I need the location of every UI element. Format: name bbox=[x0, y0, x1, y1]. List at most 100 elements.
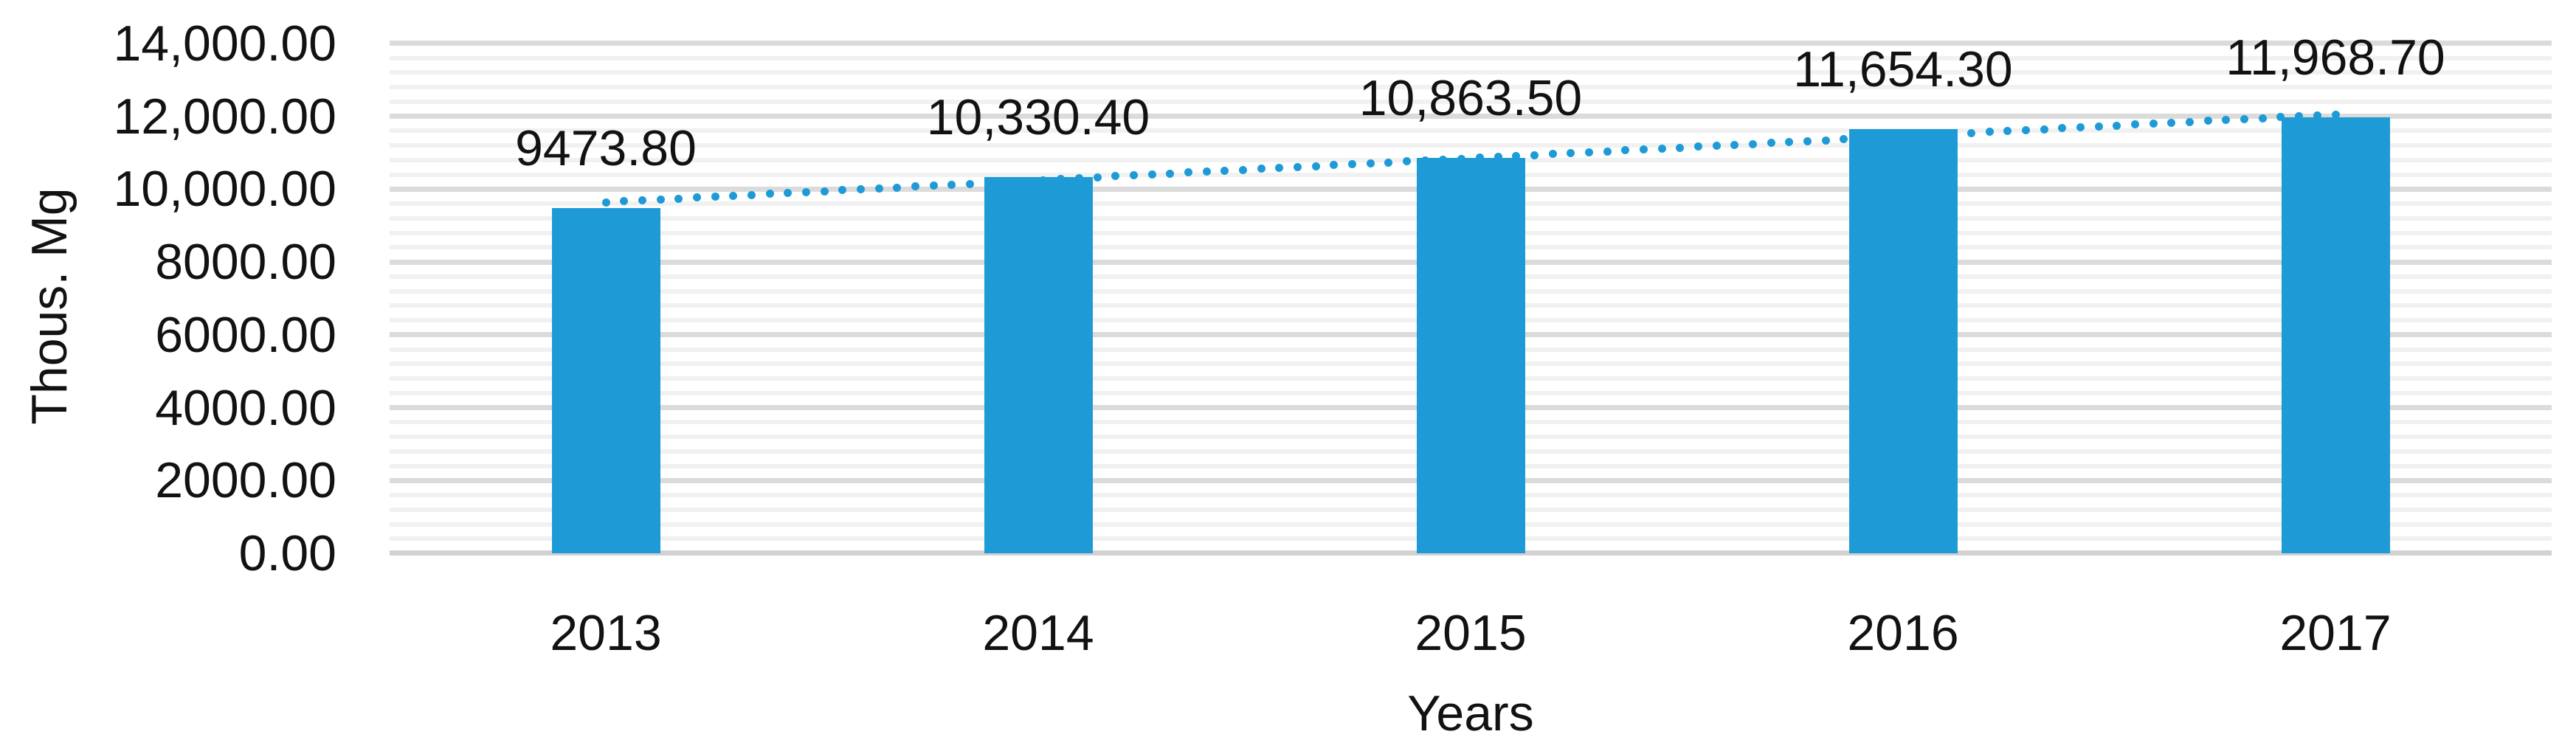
trendline-dot bbox=[2058, 124, 2067, 133]
y-tick-label: 8000.00 bbox=[155, 234, 336, 291]
y-tick-label: 6000.00 bbox=[155, 306, 336, 363]
data-label-2015: 10,863.50 bbox=[1358, 69, 1583, 126]
trendline-dot bbox=[1220, 166, 1229, 175]
trendline-dot bbox=[2094, 122, 2103, 131]
trendline-dot bbox=[711, 193, 719, 201]
trendline-dot bbox=[1639, 145, 1648, 154]
trendline-dot bbox=[1657, 144, 1666, 153]
trendline-dot bbox=[2113, 121, 2121, 130]
trendline-dot bbox=[1857, 134, 1866, 143]
trendline-dot bbox=[1530, 151, 1539, 159]
minor-gridline bbox=[390, 99, 2552, 104]
data-label-2014: 10,330.40 bbox=[926, 89, 1150, 145]
trendline-dot bbox=[1348, 160, 1357, 169]
trendline-dot bbox=[638, 196, 646, 205]
trendline-dot bbox=[1748, 139, 1757, 148]
trendline-dot bbox=[2203, 117, 2212, 125]
trendline-dot bbox=[965, 179, 974, 188]
trendline-dot bbox=[1985, 128, 1994, 136]
bar-2013 bbox=[551, 208, 660, 553]
trendline-dot bbox=[1621, 146, 1630, 155]
trendline-dot bbox=[801, 187, 810, 196]
trendline-dot bbox=[1803, 136, 1812, 145]
trendline-dot bbox=[1457, 154, 1466, 163]
trendline-dot bbox=[2222, 116, 2231, 125]
trendline-dot bbox=[784, 189, 793, 198]
trendline-dot bbox=[1603, 147, 1612, 156]
trendline-dot bbox=[656, 195, 665, 204]
trendline-dot bbox=[1202, 167, 1211, 176]
x-axis-title: Years bbox=[1407, 685, 1534, 741]
trendline-dot bbox=[1930, 131, 1939, 139]
trendline-dot bbox=[1894, 132, 1903, 141]
trendline-dot bbox=[1567, 149, 1575, 158]
trendline-dot bbox=[1913, 131, 1921, 140]
trendline-dot bbox=[1257, 165, 1265, 173]
trendline-dot bbox=[838, 186, 847, 195]
trendline-dot bbox=[1038, 176, 1047, 184]
bar-2017 bbox=[2281, 117, 2390, 553]
x-tick-2014: 2014 bbox=[982, 605, 1094, 661]
trendline-dot bbox=[1366, 159, 1375, 167]
trendline-dot bbox=[692, 193, 701, 202]
trendline-dot bbox=[1184, 168, 1193, 177]
trendline-dot bbox=[1548, 150, 1557, 159]
trendline-dot bbox=[1147, 170, 1156, 179]
trendline-dot bbox=[2003, 127, 2012, 136]
trendline-dot bbox=[1821, 136, 1830, 145]
minor-gridline bbox=[390, 128, 2552, 134]
trendline-dot bbox=[674, 194, 683, 203]
trendline-dot bbox=[911, 182, 919, 191]
trendline-dot bbox=[1967, 128, 1976, 137]
trendline-dot bbox=[856, 185, 865, 194]
trendline-dot bbox=[1384, 158, 1393, 167]
trendline-dot bbox=[1584, 148, 1593, 156]
trendline-dot bbox=[601, 198, 610, 207]
trendline-dot bbox=[1020, 176, 1029, 185]
trendline-dot bbox=[1439, 155, 1448, 164]
trendline-dot bbox=[1057, 175, 1066, 184]
trendline-dot bbox=[2167, 118, 2176, 127]
trendline-dot bbox=[2258, 114, 2267, 122]
trendline-dot bbox=[820, 187, 829, 196]
trendline-dot bbox=[2076, 123, 2085, 132]
data-label-2013: 9473.80 bbox=[515, 120, 697, 177]
y-tick-label: 10,000.00 bbox=[113, 161, 336, 218]
trendline-dot bbox=[1876, 133, 1885, 142]
trendline-dot bbox=[1330, 161, 1339, 170]
trendline-dot bbox=[1693, 142, 1702, 151]
trendline-dot bbox=[2240, 114, 2249, 123]
trendline-dot bbox=[2331, 110, 2340, 119]
trendline-dot bbox=[2040, 125, 2048, 134]
trendline-dot bbox=[1111, 172, 1120, 181]
x-tick-2015: 2015 bbox=[1415, 605, 1527, 661]
trendline-dot bbox=[893, 183, 902, 192]
trendline-dot bbox=[729, 191, 738, 200]
trendline-dot bbox=[1166, 169, 1175, 178]
bar-2016 bbox=[1848, 128, 1958, 553]
trendline-dot bbox=[1785, 138, 1794, 147]
trendline-dot bbox=[1512, 151, 1521, 160]
trendline-dot bbox=[984, 179, 992, 187]
trendline-dot bbox=[1494, 153, 1502, 162]
y-tick-label: 2000.00 bbox=[155, 452, 336, 509]
y-tick-label: 0.00 bbox=[238, 525, 336, 581]
trendline-dot bbox=[2131, 120, 2140, 129]
trendline-dot bbox=[1403, 157, 1412, 166]
data-label-2016: 11,654.30 bbox=[1793, 41, 2013, 97]
minor-gridline bbox=[390, 55, 2552, 60]
trendline-dot bbox=[929, 181, 938, 190]
y-tick-label: 14,000.00 bbox=[113, 15, 336, 72]
trendline-dot bbox=[2022, 125, 2031, 134]
x-tick-2016: 2016 bbox=[1847, 605, 1959, 661]
x-tick-2013: 2013 bbox=[550, 605, 662, 661]
trendline-dot bbox=[1840, 135, 1848, 144]
trendline-dot bbox=[947, 180, 956, 189]
y-axis-title: Thous. Mg bbox=[21, 187, 77, 425]
minor-gridline bbox=[390, 143, 2552, 148]
trendline-dot bbox=[1275, 164, 1284, 173]
trendline-dot bbox=[1730, 140, 1739, 149]
trendline-dot bbox=[1767, 139, 1775, 148]
trendline-dot bbox=[2186, 117, 2195, 126]
